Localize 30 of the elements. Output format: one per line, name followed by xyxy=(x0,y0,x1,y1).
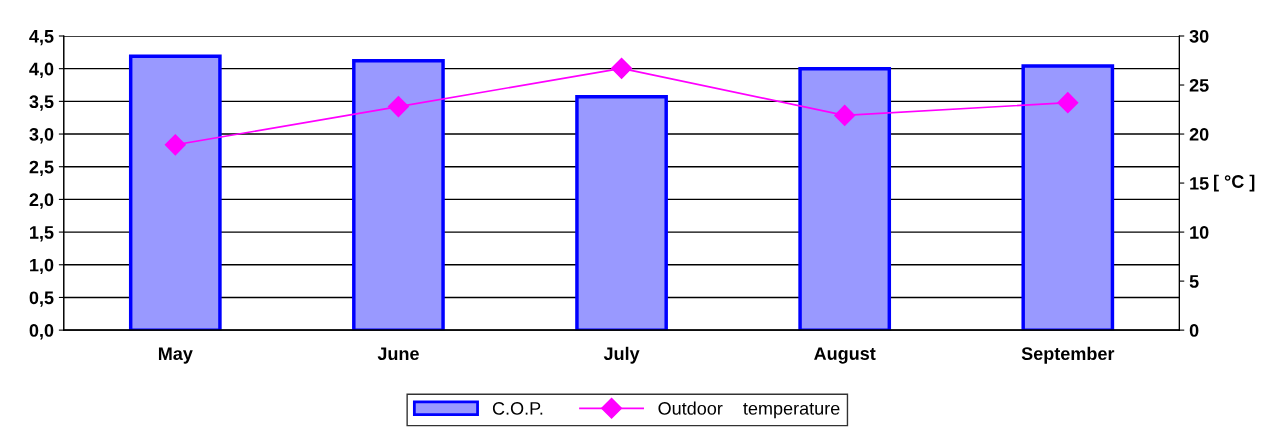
y-tick-label: 4,5 xyxy=(29,30,54,46)
y2-tick-label: 0 xyxy=(1189,324,1199,337)
x-tick-label: July xyxy=(603,346,640,364)
point xyxy=(164,134,186,156)
y2-tick-label: 5 xyxy=(1189,275,1199,288)
y-tick-label: 0,5 xyxy=(29,291,54,307)
y2-tick-label: 15 xyxy=(1190,177,1209,190)
x-tick-label: May xyxy=(158,347,193,364)
y2-tick-label: 10 xyxy=(1190,226,1209,239)
y-tick-label: 2,5 xyxy=(29,160,54,177)
y-tick-label: 2,0 xyxy=(29,193,54,209)
y-tick-label: 3,0 xyxy=(29,127,54,144)
y2-tick-label: 25 xyxy=(1189,78,1209,92)
legend-label: C.O.P. xyxy=(492,402,543,415)
point xyxy=(611,57,633,79)
y-tick-label: 4,0 xyxy=(29,62,54,79)
point xyxy=(834,104,856,126)
point xyxy=(1057,92,1079,114)
x-tick-label: June xyxy=(377,347,419,361)
x-tick-label: September xyxy=(1021,346,1115,364)
y-tick-label: 0,0 xyxy=(29,324,54,340)
y-tick-label: 1,0 xyxy=(30,258,54,275)
x-tick-label: August xyxy=(814,347,876,364)
y-tick-label: 3,5 xyxy=(29,95,54,111)
y2-tick-label: 20 xyxy=(1189,127,1209,141)
legend-label: Outdoor temperature xyxy=(658,401,840,419)
y2-tick-label: 30 xyxy=(1189,29,1209,43)
y2-axis-title: [ °C ] xyxy=(1214,174,1255,192)
point xyxy=(387,96,409,118)
y-tick-label: 1,5 xyxy=(30,226,54,242)
